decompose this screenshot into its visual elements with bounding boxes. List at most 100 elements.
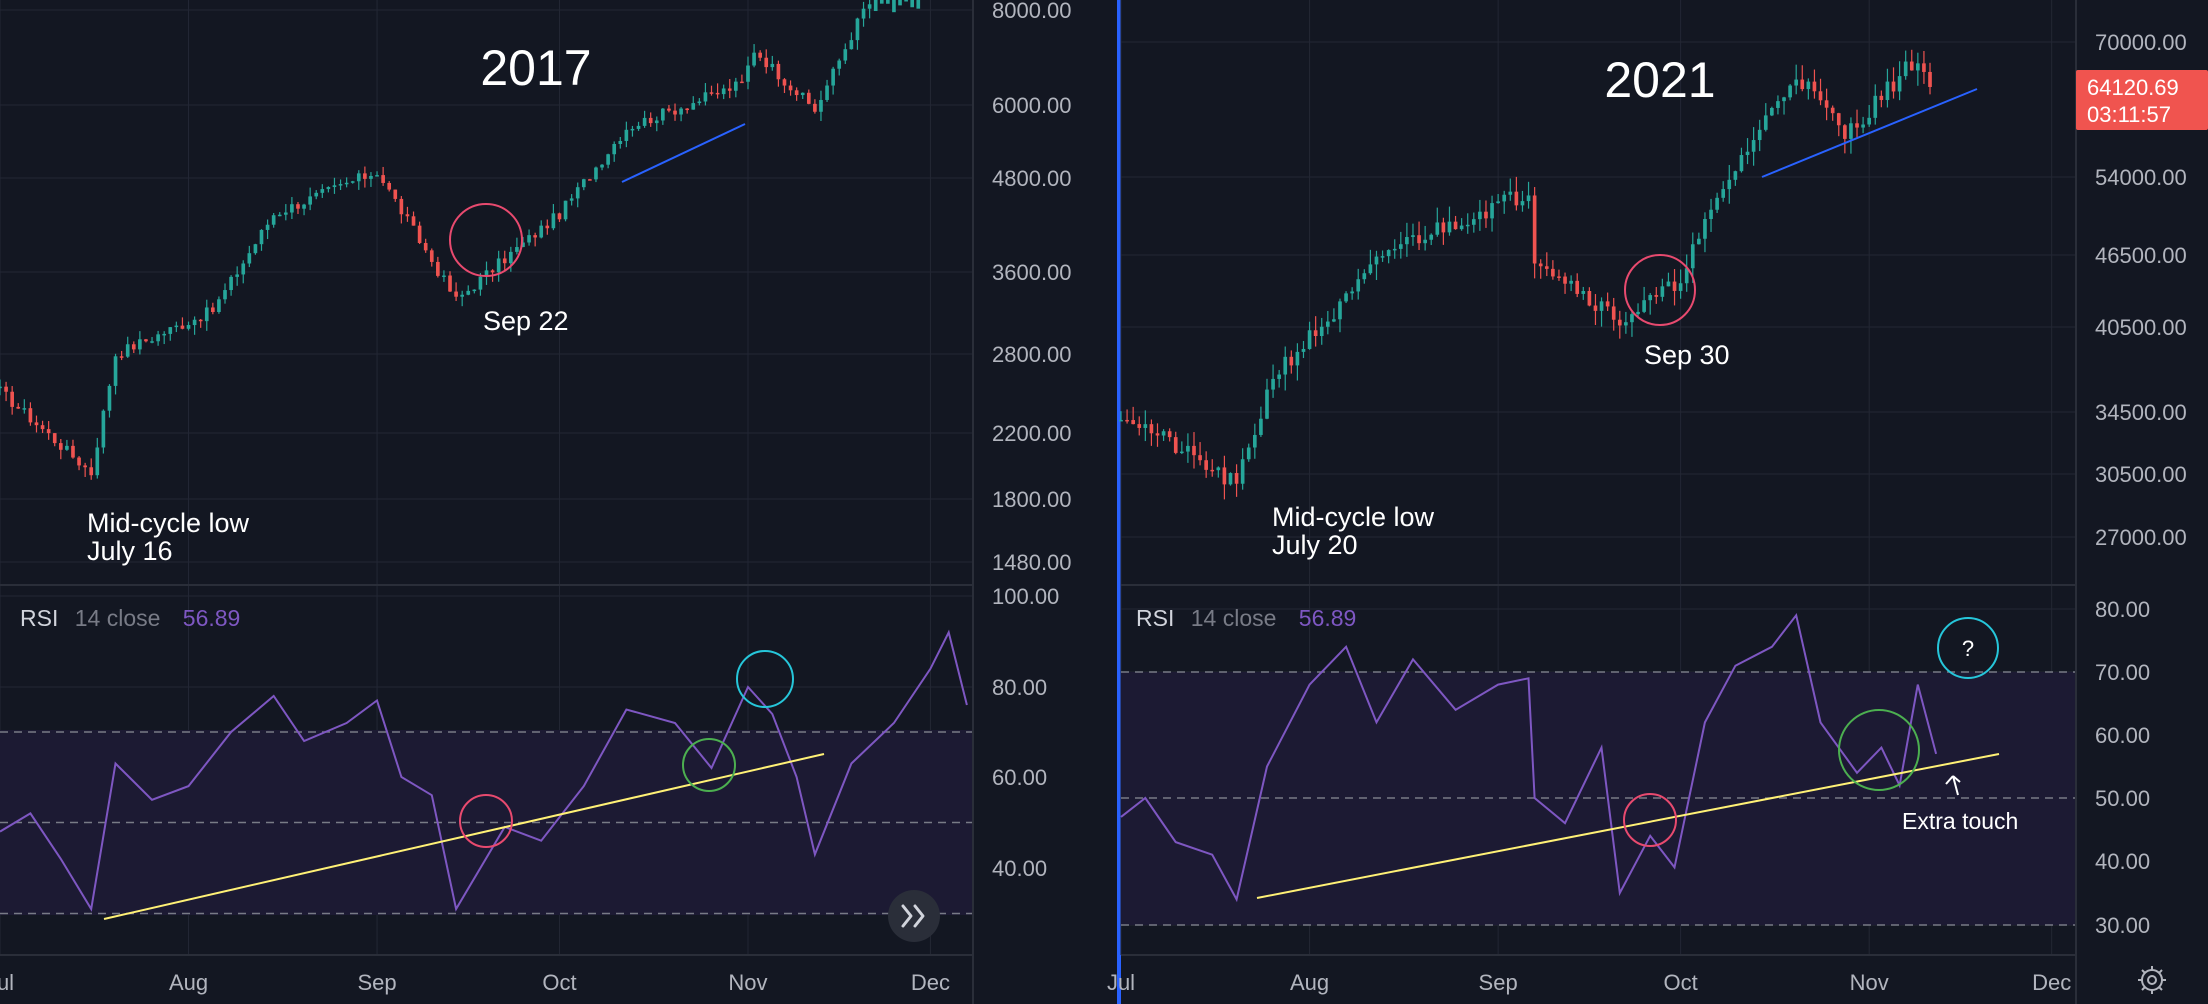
right-price-axis[interactable]: 70000.00 54000.00 46500.00 40500.00 34500.00… xyxy=(2095,30,2187,550)
candle-body[interactable] xyxy=(1776,101,1780,108)
candle-body[interactable] xyxy=(1812,81,1817,92)
candle-body[interactable] xyxy=(83,465,87,468)
right-time-axis[interactable]: Jul Aug Sep Oct Nov Dec xyxy=(1107,970,2071,995)
candle-body[interactable] xyxy=(4,386,8,392)
left-price-trendline[interactable] xyxy=(621,123,746,183)
candle-body[interactable] xyxy=(1453,221,1458,230)
candle-body[interactable] xyxy=(217,299,221,313)
candle-body[interactable] xyxy=(1471,219,1476,225)
candle-body[interactable] xyxy=(1861,124,1865,128)
candle-body[interactable] xyxy=(1125,419,1129,422)
candle-body[interactable] xyxy=(654,120,659,124)
candle-body[interactable] xyxy=(150,341,154,343)
candle-body[interactable] xyxy=(326,187,331,190)
candle-body[interactable] xyxy=(612,143,617,155)
candle-body[interactable] xyxy=(515,247,519,252)
candle-body[interactable] xyxy=(180,325,185,329)
candle-body[interactable] xyxy=(1210,469,1215,472)
candle-body[interactable] xyxy=(1216,467,1221,471)
candle-body[interactable] xyxy=(1909,61,1914,71)
candle-body[interactable] xyxy=(119,356,124,358)
candle-body[interactable] xyxy=(594,167,598,180)
candle-body[interactable] xyxy=(259,229,264,245)
candle-body[interactable] xyxy=(1538,263,1543,267)
candle-body[interactable] xyxy=(539,225,544,238)
candle-body[interactable] xyxy=(466,290,471,295)
candle-body[interactable] xyxy=(1757,129,1762,141)
candle-body[interactable] xyxy=(472,289,477,292)
candle-body[interactable] xyxy=(527,235,531,243)
candle-body[interactable] xyxy=(1611,306,1616,320)
candle-body[interactable] xyxy=(1204,460,1208,470)
candle-body[interactable] xyxy=(721,88,726,95)
right-rsi-axis[interactable]: 80.00 70.00 60.00 50.00 40.00 30.00 xyxy=(2095,597,2150,938)
candle-body[interactable] xyxy=(1916,63,1920,71)
candle-body[interactable] xyxy=(545,225,550,229)
candle-body[interactable] xyxy=(843,49,848,61)
candle-body[interactable] xyxy=(1380,256,1385,258)
candle-body[interactable] xyxy=(320,189,325,193)
candle-body[interactable] xyxy=(873,0,878,12)
candle-body[interactable] xyxy=(849,40,854,50)
candle-body[interactable] xyxy=(1277,374,1281,379)
candle-body[interactable] xyxy=(1922,63,1926,72)
candle-body[interactable] xyxy=(363,173,367,179)
candle-body[interactable] xyxy=(429,250,434,262)
candle-body[interactable] xyxy=(0,386,2,389)
candle-body[interactable] xyxy=(77,457,81,466)
candle-body[interactable] xyxy=(271,215,276,225)
candle-body[interactable] xyxy=(186,325,191,329)
candle-body[interactable] xyxy=(1271,378,1275,390)
candle-body[interactable] xyxy=(1441,222,1446,233)
candle-body[interactable] xyxy=(563,200,568,220)
candle-body[interactable] xyxy=(879,0,884,4)
candle-body[interactable] xyxy=(1782,97,1786,102)
candle-body[interactable] xyxy=(1459,225,1464,230)
candle-body[interactable] xyxy=(1617,319,1622,326)
candle-body[interactable] xyxy=(892,0,896,13)
candle-body[interactable] xyxy=(302,204,306,209)
candle-body[interactable] xyxy=(1283,356,1288,375)
candle-body[interactable] xyxy=(1332,319,1336,322)
candle-body[interactable] xyxy=(648,117,653,124)
candle-body[interactable] xyxy=(758,52,762,58)
candle-body[interactable] xyxy=(247,253,252,264)
candle-body[interactable] xyxy=(1240,459,1245,484)
candle-body[interactable] xyxy=(1867,117,1872,125)
candle-body[interactable] xyxy=(1751,140,1756,152)
candle-body[interactable] xyxy=(1885,81,1890,101)
candle-body[interactable] xyxy=(314,192,319,197)
candle-body[interactable] xyxy=(1703,219,1707,239)
candle-body[interactable] xyxy=(405,214,410,217)
candle-body[interactable] xyxy=(344,182,349,185)
candle-body[interactable] xyxy=(436,261,440,276)
candle-body[interactable] xyxy=(460,294,464,297)
candle-body[interactable] xyxy=(265,224,270,230)
candle-body[interactable] xyxy=(1806,81,1811,90)
candle-body[interactable] xyxy=(1490,203,1494,219)
candle-body[interactable] xyxy=(1715,197,1719,210)
candle-body[interactable] xyxy=(1903,61,1908,77)
candle-body[interactable] xyxy=(1818,91,1823,101)
candle-body[interactable] xyxy=(1295,351,1300,366)
candle-body[interactable] xyxy=(1344,293,1348,302)
candle-body[interactable] xyxy=(1398,244,1403,249)
candle-body[interactable] xyxy=(1830,107,1835,114)
candle-body[interactable] xyxy=(1630,314,1634,323)
candle-body[interactable] xyxy=(28,408,33,423)
candle-body[interactable] xyxy=(10,391,14,407)
candle-body[interactable] xyxy=(1149,424,1154,434)
candle-body[interactable] xyxy=(770,63,775,68)
candle-body[interactable] xyxy=(490,270,495,273)
candle-body[interactable] xyxy=(630,128,635,131)
candle-body[interactable] xyxy=(1648,295,1653,301)
candle-body[interactable] xyxy=(691,103,696,110)
candle-body[interactable] xyxy=(1599,301,1604,311)
candle-body[interactable] xyxy=(89,467,94,476)
candle-body[interactable] xyxy=(661,108,665,121)
candle-body[interactable] xyxy=(1800,79,1805,90)
candle-body[interactable] xyxy=(375,175,379,177)
candle-body[interactable] xyxy=(1435,222,1440,235)
candle-body[interactable] xyxy=(1642,300,1646,312)
candle-body[interactable] xyxy=(198,319,203,322)
